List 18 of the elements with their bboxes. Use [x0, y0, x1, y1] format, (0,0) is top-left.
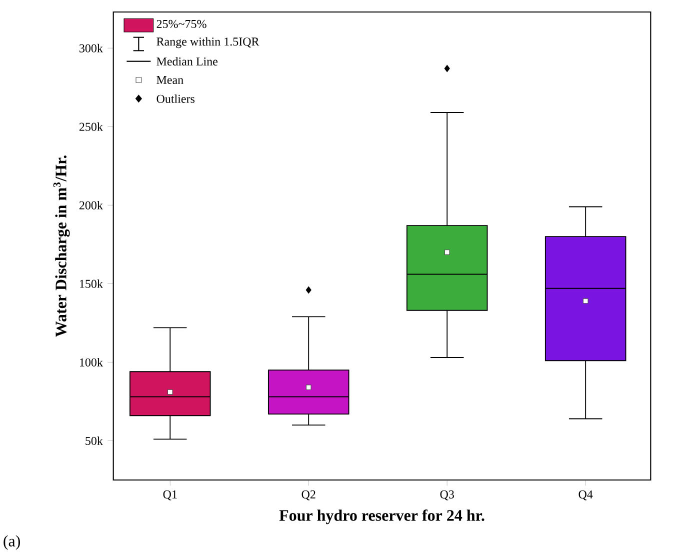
- annotation: 25%~75%: [156, 20, 206, 28]
- annotation: Median Line: [156, 57, 218, 66]
- annotation: Range within 1.5IQR: [156, 37, 260, 48]
- y-tick-label: 300k: [80, 44, 103, 52]
- x-tick-label: Q4: [578, 490, 593, 500]
- text: (a): [4, 535, 20, 550]
- x-tick-label: Q1: [163, 490, 177, 500]
- x-tick-label: Q3: [440, 490, 454, 500]
- y-tick-label: 200k: [79, 200, 103, 210]
- x-tick-label: Q2: [302, 490, 316, 500]
- y-axis-title: Water Discharge in m$^{3}$/Hr.: [53, 156, 70, 337]
- annotation: Outliers: [156, 94, 195, 103]
- x-axis-title: Four hydro reserver for 24 hr.: [279, 509, 484, 524]
- y-tick-label: 50k: [86, 436, 103, 445]
- y-tick-label: 100k: [80, 358, 103, 366]
- y-tick-label: 250k: [79, 122, 103, 131]
- y-tick-label: 150k: [80, 279, 103, 288]
- annotation: Mean: [156, 76, 184, 84]
